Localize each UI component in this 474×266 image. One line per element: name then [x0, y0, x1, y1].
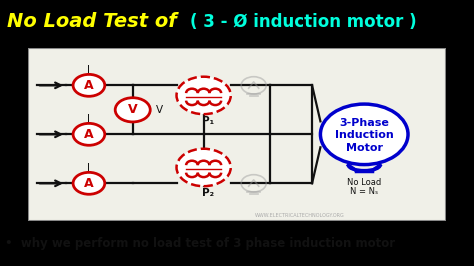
Circle shape: [73, 74, 105, 96]
Text: I: I: [87, 163, 91, 173]
FancyBboxPatch shape: [28, 48, 446, 221]
Text: 3-Phase: 3-Phase: [339, 118, 389, 128]
Text: WWW.ELECTRICALTECHNOLOGY.ORG: WWW.ELECTRICALTECHNOLOGY.ORG: [255, 213, 345, 218]
Text: V: V: [128, 103, 137, 116]
Text: N = Nₛ: N = Nₛ: [350, 186, 378, 196]
Text: I: I: [87, 65, 91, 75]
Text: A: A: [84, 79, 94, 92]
Circle shape: [176, 149, 231, 186]
Circle shape: [115, 98, 150, 122]
Circle shape: [176, 77, 231, 114]
Text: A: A: [84, 128, 94, 141]
Text: Induction: Induction: [335, 131, 393, 140]
Text: No Load: No Load: [347, 178, 382, 187]
Circle shape: [320, 104, 408, 165]
Circle shape: [73, 123, 105, 145]
Text: I: I: [87, 114, 91, 124]
Text: ( 3 - Ø induction motor ): ( 3 - Ø induction motor ): [190, 13, 416, 31]
Text: P₁: P₁: [202, 116, 214, 126]
Text: •  why we perform no load test of 3 phase induction motor: • why we perform no load test of 3 phase…: [5, 237, 395, 250]
Circle shape: [73, 172, 105, 194]
Text: A: A: [84, 177, 94, 190]
Text: No Load Test of: No Load Test of: [7, 12, 177, 31]
Text: P₂: P₂: [202, 188, 214, 198]
Text: Motor: Motor: [346, 143, 383, 153]
Text: V: V: [155, 105, 163, 115]
